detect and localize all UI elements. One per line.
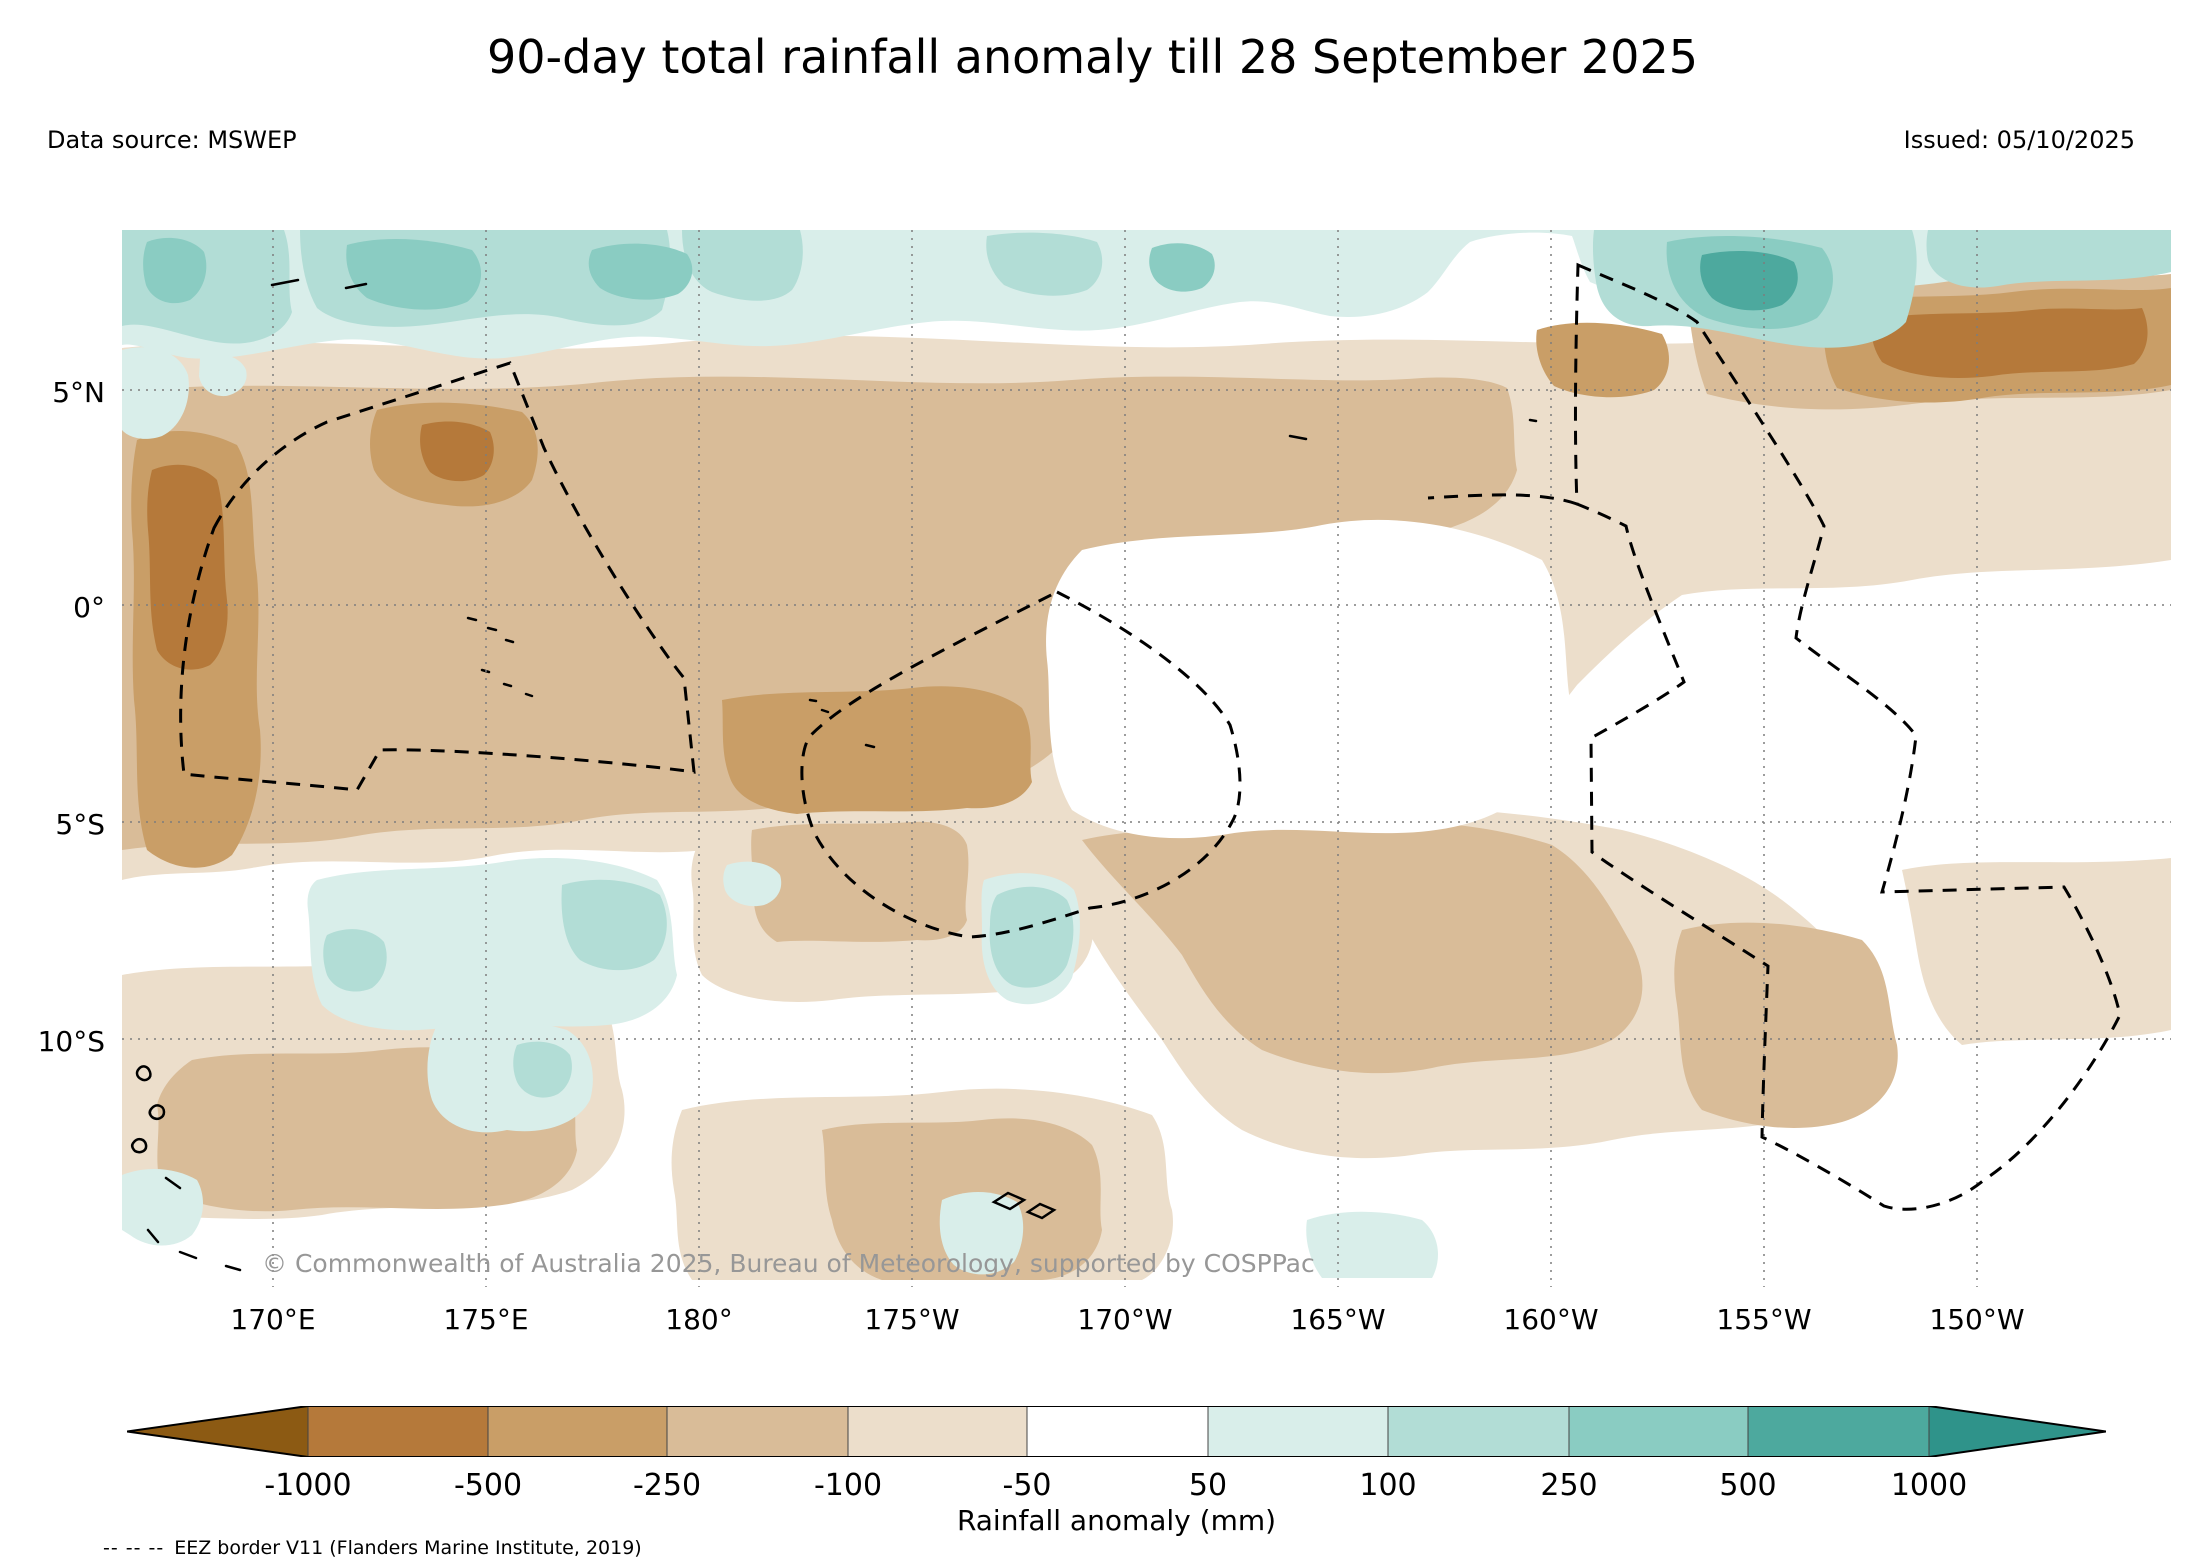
colorbar-tick: -50 (1002, 1468, 1052, 1503)
colorbar-segment (667, 1406, 848, 1457)
contour-region-medium-teal (323, 929, 387, 992)
page-title: 90-day total rainfall anomaly till 28 Se… (487, 30, 1698, 84)
contour-region-light-teal (1306, 1211, 1438, 1278)
colorbar-tick: -1000 (264, 1468, 352, 1503)
data-source-label: Data source: MSWEP (47, 126, 297, 154)
eez-border-east (1573, 262, 2122, 1211)
colorbar-tick: -250 (632, 1468, 702, 1503)
colorbar-tick: 250 (1540, 1468, 1598, 1503)
contour-region-medium-teal (561, 879, 667, 971)
colorbar-tick: 100 (1359, 1468, 1417, 1503)
colorbar-segment (848, 1406, 1027, 1457)
contour-region-tan (1902, 858, 2171, 1045)
contour-region-dark-brown (1536, 322, 1669, 398)
contour-region-strong-teal (346, 238, 482, 310)
colorbar (127, 1406, 2106, 1457)
contour-region-medium-teal (986, 232, 1103, 296)
colorbar-separators (307, 1406, 1930, 1457)
contour-region-strong-teal (588, 243, 693, 300)
colorbar-segment (1027, 1406, 1208, 1457)
colorbar-canvas (127, 1406, 2106, 1457)
colorbar-segment (1388, 1406, 1569, 1457)
colorbar-tick: 1000 (1890, 1468, 1968, 1503)
contour-region-medium-teal (682, 230, 803, 301)
contour-region-darkest-brown (147, 464, 228, 670)
contour-region-light-teal (122, 1168, 204, 1246)
contour-region-light-teal (199, 354, 247, 397)
lat-label-5s: 5°S (55, 808, 105, 841)
contour-region-brown (1674, 922, 1898, 1129)
contour-region-darkest-brown (1871, 308, 2148, 379)
lat-label-5n: 5°N (52, 376, 105, 409)
lat-label-0: 0° (73, 591, 105, 624)
contour-region-strong-teal (1149, 243, 1215, 292)
eez-dash-symbol: -- -- -- (103, 1537, 165, 1559)
eez-borders (179, 262, 2122, 1211)
colorbar-segment (1748, 1406, 1929, 1457)
colorbar-arrow-high (1929, 1406, 2106, 1457)
contour-region-light-teal (122, 347, 189, 439)
contour-region-deep-teal (1700, 250, 1798, 311)
contour-region-light-teal (939, 1191, 1024, 1275)
eez-legend-text: EEZ border V11 (Flanders Marine Institut… (174, 1537, 642, 1559)
colorbar-arrow-low (127, 1406, 308, 1457)
colorbar-segment (488, 1406, 667, 1457)
contour-region-medium-teal (513, 1041, 572, 1098)
lon-label-180: 180° (665, 1303, 733, 1336)
contour-region-medium-teal (1926, 230, 2171, 288)
lon-label-170e: 170°E (230, 1303, 316, 1336)
contour-region-brown (751, 821, 969, 942)
map-copyright: © Commonwealth of Australia 2025, Bureau… (262, 1249, 1315, 1278)
colorbar-tick: -100 (813, 1468, 883, 1503)
anomaly-map: © Commonwealth of Australia 2025, Bureau… (122, 230, 2171, 1287)
lat-label-10s: 10°S (37, 1025, 105, 1058)
issued-date-label: Issued: 05/10/2025 (1903, 126, 2135, 154)
colorbar-label: Rainfall anomaly (mm) (956, 1504, 1277, 1537)
contour-region-brown (1082, 821, 1643, 1074)
eez-legend: -- -- -- EEZ border V11 (Flanders Marine … (103, 1537, 642, 1559)
eez-border-branch (1427, 493, 1578, 506)
colorbar-tick: 50 (1188, 1468, 1228, 1503)
contour-region-medium-teal (989, 886, 1074, 988)
colorbar-segment (1208, 1406, 1388, 1457)
lon-label-160w: 160°W (1503, 1303, 1599, 1336)
grid-lines (122, 230, 2171, 1287)
contour-region-dark-brown (722, 686, 1032, 814)
eez-border-west (179, 361, 696, 792)
contour-region-light-teal (723, 861, 782, 907)
colorbar-tick: -500 (453, 1468, 523, 1503)
colorbar-tick: 500 (1719, 1468, 1777, 1503)
lon-label-155w: 155°W (1716, 1303, 1812, 1336)
contour-region-darkest-brown (420, 421, 494, 482)
lon-label-150w: 150°W (1929, 1303, 2025, 1336)
contour-regions (122, 230, 2171, 1280)
contour-region-neutral (1046, 519, 1572, 839)
lon-label-170w: 170°W (1077, 1303, 1173, 1336)
colorbar-segment (1569, 1406, 1748, 1457)
contour-region-strong-teal (143, 237, 207, 304)
lon-label-165w: 165°W (1290, 1303, 1386, 1336)
colorbar-segment (308, 1406, 488, 1457)
anomaly-map-canvas: © Commonwealth of Australia 2025, Bureau… (122, 230, 2171, 1287)
eez-border-central (800, 590, 1242, 939)
lon-label-175e: 175°E (443, 1303, 529, 1336)
lon-label-175w: 175°W (864, 1303, 960, 1336)
